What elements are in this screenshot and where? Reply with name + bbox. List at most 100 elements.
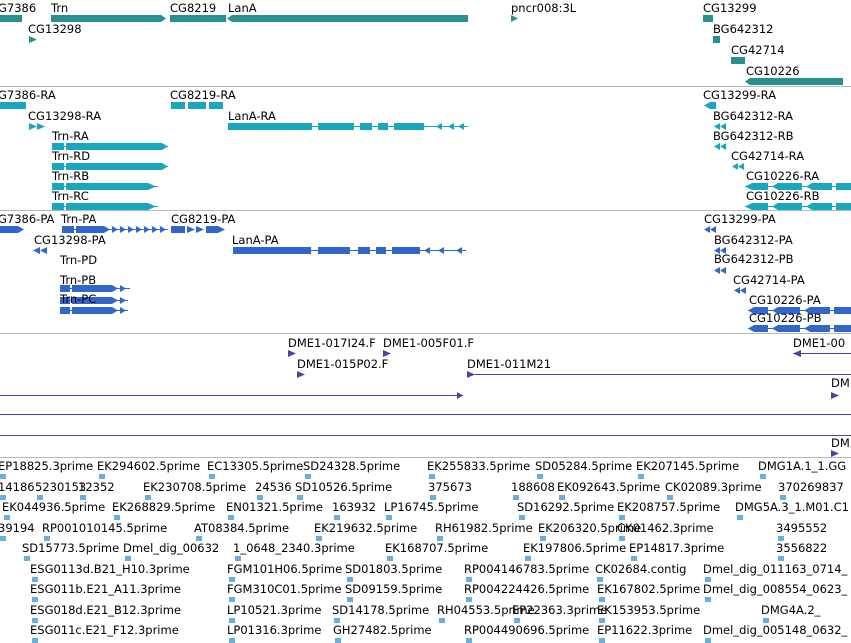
- gene-cg13298[interactable]: [29, 36, 37, 43]
- transcript-cg13298-ra[interactable]: [29, 123, 45, 130]
- est-marker[interactable]: [619, 515, 625, 520]
- clone-dm-2[interactable]: [831, 450, 839, 457]
- protein-bg642312-pb[interactable]: [714, 267, 726, 274]
- transcript-trn-rd[interactable]: [52, 163, 168, 170]
- gene-g7386[interactable]: [0, 15, 22, 22]
- est-marker[interactable]: [235, 556, 241, 561]
- protein-cg13298-pa[interactable]: [33, 247, 47, 254]
- protein-cg10226-pb[interactable]: [748, 325, 851, 332]
- est-marker[interactable]: [525, 556, 531, 561]
- clone-long-1[interactable]: [0, 392, 463, 399]
- est-marker[interactable]: [387, 556, 393, 561]
- est-marker[interactable]: [0, 494, 6, 500]
- est-marker[interactable]: [599, 597, 605, 602]
- est-marker[interactable]: [334, 617, 340, 623]
- est-marker[interactable]: [429, 474, 435, 479]
- est-marker[interactable]: [145, 494, 151, 500]
- protein-g7386-pa[interactable]: [0, 226, 24, 233]
- est-marker[interactable]: [466, 576, 472, 582]
- est-marker[interactable]: [737, 515, 743, 520]
- protein-cg10226-pa[interactable]: [748, 307, 851, 314]
- transcript-bg642312-ra[interactable]: [714, 123, 726, 130]
- est-marker[interactable]: [466, 597, 472, 602]
- est-marker[interactable]: [763, 617, 769, 623]
- est-marker[interactable]: [0, 474, 6, 479]
- gene-cg10226[interactable]: [745, 78, 843, 85]
- est-marker[interactable]: [437, 535, 443, 541]
- transcript-g7386-ra[interactable]: [0, 102, 26, 109]
- est-marker[interactable]: [514, 617, 520, 623]
- est-marker[interactable]: [599, 638, 605, 643]
- protein-lana-pa[interactable]: [233, 247, 466, 254]
- est-marker[interactable]: [537, 474, 543, 479]
- est-marker[interactable]: [196, 535, 202, 541]
- protein-trn-pb-pc[interactable]: [60, 297, 128, 314]
- clone-dme1-005f01[interactable]: [383, 350, 391, 357]
- protein-cg42714-pa[interactable]: [734, 287, 746, 294]
- clone-dme1-00[interactable]: [793, 350, 851, 357]
- est-marker[interactable]: [439, 617, 445, 623]
- est-marker[interactable]: [316, 535, 322, 541]
- est-marker[interactable]: [37, 494, 43, 500]
- est-marker[interactable]: [305, 474, 311, 479]
- est-marker[interactable]: [4, 515, 10, 520]
- est-marker[interactable]: [32, 617, 38, 623]
- transcript-cg42714-ra[interactable]: [732, 163, 744, 170]
- est-marker[interactable]: [597, 576, 603, 582]
- clone-dme1-017i24[interactable]: [288, 350, 296, 357]
- est-marker[interactable]: [386, 515, 392, 520]
- est-marker[interactable]: [209, 474, 215, 479]
- est-marker[interactable]: [778, 535, 784, 541]
- gene-cg13299[interactable]: [703, 15, 713, 22]
- est-marker[interactable]: [257, 494, 263, 500]
- gene-trn[interactable]: [51, 15, 166, 22]
- est-marker[interactable]: [540, 535, 546, 541]
- transcript-cg8219-ra[interactable]: [171, 102, 223, 109]
- est-marker[interactable]: [466, 638, 472, 643]
- clone-dme1-015p02[interactable]: [297, 371, 305, 378]
- est-marker[interactable]: [229, 638, 235, 643]
- gene-bg642312[interactable]: [713, 36, 720, 43]
- est-marker[interactable]: [638, 474, 644, 479]
- est-marker[interactable]: [760, 474, 766, 479]
- est-marker[interactable]: [80, 494, 86, 500]
- est-marker[interactable]: [32, 576, 38, 582]
- est-marker[interactable]: [32, 638, 38, 643]
- est-marker[interactable]: [229, 576, 235, 582]
- clone-dm-1[interactable]: [831, 392, 839, 399]
- est-marker[interactable]: [705, 638, 711, 643]
- est-marker[interactable]: [599, 617, 605, 623]
- est-marker[interactable]: [229, 617, 235, 623]
- est-marker[interactable]: [347, 576, 353, 582]
- est-marker[interactable]: [335, 638, 341, 643]
- est-marker[interactable]: [430, 494, 436, 500]
- est-marker[interactable]: [0, 535, 6, 541]
- est-marker[interactable]: [705, 597, 711, 602]
- est-marker[interactable]: [667, 494, 673, 500]
- est-marker[interactable]: [780, 494, 786, 500]
- transcript-trn-rc[interactable]: [52, 203, 158, 210]
- est-marker[interactable]: [619, 535, 625, 541]
- est-marker[interactable]: [519, 515, 525, 520]
- gene-cg8219[interactable]: [170, 15, 226, 22]
- est-marker[interactable]: [125, 556, 131, 561]
- gene-pncr008[interactable]: [511, 15, 518, 22]
- gene-lana[interactable]: [227, 15, 468, 22]
- transcript-trn-ra[interactable]: [52, 143, 168, 150]
- est-marker[interactable]: [347, 597, 353, 602]
- protein-bg642312-pa[interactable]: [714, 247, 726, 254]
- est-marker[interactable]: [44, 535, 50, 541]
- transcript-trn-rb[interactable]: [52, 183, 158, 190]
- protein-cg13299-pa[interactable]: [704, 226, 716, 233]
- est-marker[interactable]: [334, 515, 340, 520]
- est-marker[interactable]: [513, 494, 519, 500]
- est-marker[interactable]: [631, 556, 637, 561]
- est-marker[interactable]: [705, 576, 711, 582]
- protein-trn-pa[interactable]: [62, 226, 168, 233]
- transcript-cg10226-rb[interactable]: [745, 203, 851, 210]
- est-marker[interactable]: [24, 556, 30, 561]
- est-marker[interactable]: [297, 494, 303, 500]
- gene-cg42714[interactable]: [731, 57, 745, 64]
- est-marker[interactable]: [32, 597, 38, 602]
- protein-cg8219-pa[interactable]: [171, 226, 225, 233]
